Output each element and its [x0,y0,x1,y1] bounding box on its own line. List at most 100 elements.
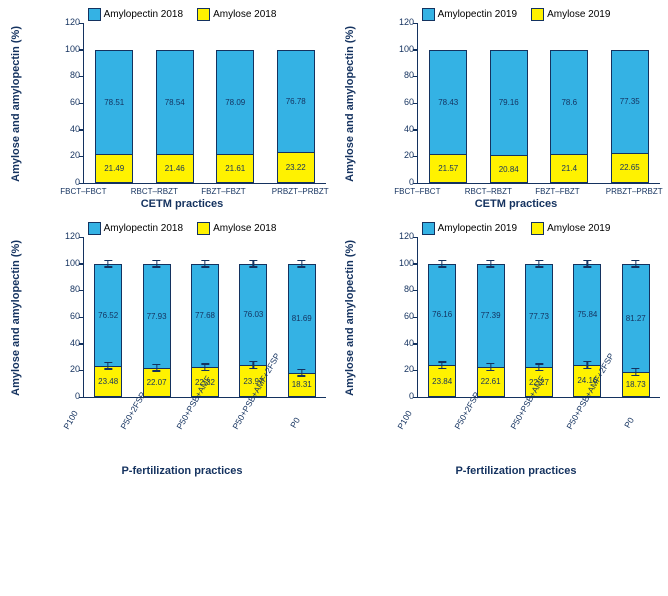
y-tick: 100 [399,45,414,54]
swatch-amylopectin [422,222,435,235]
segment-amylose: 21.4 [550,154,588,183]
segment-amylopectin: 76.78 [277,50,315,152]
bar-column: 18.7381.27 [622,237,650,397]
x-tick-label: FBZT–FBZT [201,187,239,196]
segment-amylopectin: 77.93 [143,264,171,368]
bar-column: 23.4876.52 [94,237,122,397]
stacked-bar: 21.5778.43 [429,50,467,183]
error-bar-top [587,260,588,268]
bar-column: 21.5778.43 [429,23,467,183]
error-bar-top [156,260,157,268]
segment-amylose: 22.61 [477,367,505,397]
segment-amylose: 23.48 [94,366,122,397]
plot-area: 21.5778.43 20.8479.16 21.478.6 22.6577.35 [417,23,660,184]
x-axis-title: P-fertilization practices [38,465,326,477]
bar-column: 20.8479.16 [490,23,528,183]
segment-amylopectin: 81.69 [288,264,316,373]
x-tick-label: P0 [287,416,347,457]
y-axis-label: Amylose and amylopectin (%) [8,240,22,396]
legend-label: Amylose 2018 [213,9,276,20]
segment-amylopectin: 81.27 [622,264,650,372]
legend: Amylopectin 2019Amylose 2019 [372,8,660,21]
x-axis-title: CETM practices [372,198,660,210]
segment-amylose: 22.65 [611,153,649,183]
error-bar-top [108,260,109,268]
legend-label: Amylopectin 2019 [438,223,518,234]
legend-label: Amylopectin 2018 [104,223,184,234]
legend-item-amylopectin: Amylopectin 2018 [88,222,184,235]
swatch-amylose [197,8,210,21]
x-tick-label: RBCT–RBZT [465,187,503,196]
x-tick-label: P0 [621,416,668,457]
legend-label: Amylose 2019 [547,223,610,234]
segment-amylopectin: 76.52 [94,264,122,366]
x-tick-label: P50+PSB+AMF [174,416,234,457]
y-tick: 120 [65,232,80,241]
stacked-bar: 18.3181.69 [288,264,316,397]
segment-amylose: 21.46 [156,154,194,183]
error-bar-top [490,260,491,268]
segment-amylopectin: 75.84 [573,264,601,365]
swatch-amylopectin [88,8,101,21]
segment-amylopectin: 76.03 [239,264,267,365]
segment-amylopectin: 78.51 [95,50,133,155]
x-axis-labels: FBCT–FBCT RBCT–RBZT FBZT–FBZT PRBZT–PRBZT [378,187,660,196]
y-tick: 120 [399,232,414,241]
error-bar-top [204,260,205,268]
y-axis-label: Amylose and amylopectin (%) [342,26,356,182]
stacked-bar: 21.478.6 [550,50,588,183]
panel-bot-left: Amylopectin 2018 Amylose 2018 Amylose and … [8,222,326,477]
legend-item-amylose: Amylose 2018 [197,8,276,21]
bar-column: 21.6178.09 [216,23,254,183]
x-tick-label: P50+2FSP [118,416,178,457]
panel-top-right: Amylopectin 2019Amylose 2019 Amylose and … [342,8,660,210]
error-bar-top [253,260,254,268]
stacked-bar: 22.0777.93 [143,264,171,397]
swatch-amylose [531,222,544,235]
legend-item-amylose: Amylose 2019 [531,222,610,235]
y-tick: 100 [65,45,80,54]
segment-amylopectin: 78.43 [429,50,467,155]
legend-label: Amylopectin 2018 [104,9,184,20]
x-tick-label: PRBZT–PRBZT [606,187,644,196]
bar-column: 22.2777.73 [525,237,553,397]
error-bar-mid [108,362,109,370]
segment-amylopectin: 78.6 [550,50,588,155]
error-bar-mid [156,364,157,372]
bar-column: 23.2276.78 [277,23,315,183]
legend-item-amylose: Amylose 2018 [197,222,276,235]
x-tick-label: PRBZT–PRBZT [272,187,310,196]
x-tick-label: FBCT–FBCT [394,187,432,196]
segment-amylopectin: 78.09 [216,50,254,154]
segment-amylopectin: 77.68 [191,264,219,368]
segment-amylose: 21.49 [95,154,133,183]
bar-column: 22.6577.35 [611,23,649,183]
segment-amylopectin: 76.16 [428,264,456,366]
x-tick-label: FBCT–FBCT [60,187,98,196]
segment-amylopectin: 77.35 [611,50,649,153]
segment-amylose: 20.84 [490,155,528,183]
bar-column: 22.6177.39 [477,237,505,397]
bar-column: 22.0777.93 [143,237,171,397]
y-tick: 120 [399,18,414,27]
stacked-bar: 23.2276.78 [277,50,315,183]
legend: Amylopectin 2018 Amylose 2018 [38,8,326,21]
panel-bot-right: Amylopectin 2019Amylose 2019Amylose and … [342,222,660,477]
x-tick-label: P100 [395,416,455,457]
legend-label: Amylose 2018 [213,223,276,234]
segment-amylopectin: 77.39 [477,264,505,367]
bar-column: 18.3181.69 [288,237,316,397]
swatch-amylopectin [422,8,435,21]
error-bar-top [442,260,443,268]
x-tick-label: P50+PSB+AMF+2FSP [565,416,625,457]
x-tick-label: FBZT–FBZT [535,187,573,196]
error-bar-top [301,260,302,268]
legend-label: Amylose 2019 [547,9,610,20]
stacked-bar: 20.8479.16 [490,50,528,183]
stacked-bar: 22.6577.35 [611,50,649,183]
error-bar-mid [301,369,302,377]
error-bar-mid [204,363,205,371]
error-bar-mid [253,361,254,369]
segment-amylose: 21.57 [429,154,467,183]
x-tick-label: P50+PSB+AMF [508,416,568,457]
